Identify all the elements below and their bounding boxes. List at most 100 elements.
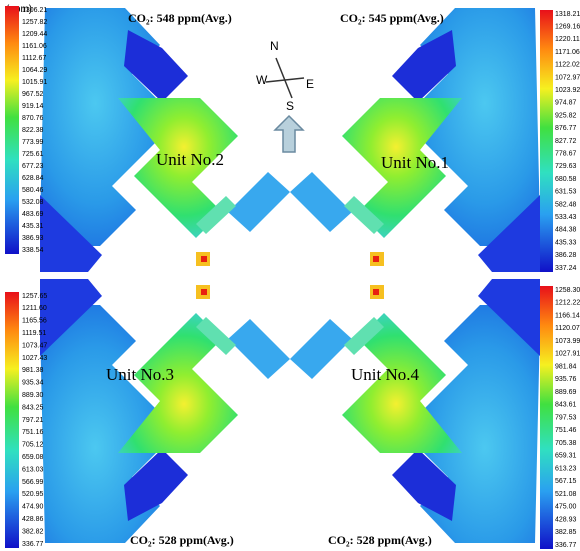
colorbar-tick-label: 935.76 [555,376,577,383]
colorbar-tick-label: 751.16 [22,429,44,436]
colorbar-tick-label: 1171.06 [555,49,580,56]
colorbar-tick-label: 827.72 [555,138,577,145]
unit-label: Unit No.4 [351,365,420,384]
colorbar-tick-label: 1112.67 [22,55,46,62]
colorbar-tick-label: 566.99 [22,479,44,486]
colorbar-tick-label: 935.34 [22,380,44,387]
colorbar-tick-label: 1119.51 [22,330,46,337]
colorbar [540,286,553,549]
colorbar [540,10,553,272]
colorbar-tick-label: 1220.11 [555,36,580,43]
colorbar-tick-label: 680.58 [555,176,577,183]
colorbar-tick-label: 843.61 [555,402,577,409]
colorbar-tick-label: 533.43 [555,214,577,221]
colorbar-tick-label: 1120.07 [555,325,580,332]
colorbar-tick-label: 870.76 [22,115,44,122]
colorbar-tick-label: 889.30 [22,392,44,399]
colorbar-tick-label: 628.84 [22,175,44,182]
colorbar-tick-label: 1073.99 [555,338,580,345]
colorbar-tick-label: 613.03 [22,466,44,473]
colorbar-tick-label: 822.38 [22,127,44,134]
colorbar-tick-label: 475.00 [555,504,577,511]
colorbar-tick-label: 484.38 [555,227,577,234]
colorbar-tick-label: 1027.91 [555,351,580,358]
colorbar-tick-label: 1023.92 [555,87,580,94]
unit-label: Unit No.1 [381,153,449,172]
colorbar-tick-label: 1165.56 [22,318,47,325]
figure: (ppm) N E S W 1306.211257.821209.441161.… [0,0,580,551]
colorbar-tick-label: 773.99 [22,139,44,146]
colorbar-tick-label: 428.86 [22,516,44,523]
colorbar-tick-label: 580.46 [22,187,44,194]
colorbar-tick-label: 925.82 [555,112,577,119]
colorbar-tick-label: 428.93 [555,516,577,523]
colorbar-tick-label: 1161.06 [22,43,47,50]
colorbar-tick-label: 1318.21 [555,11,580,18]
colorbar-tick-label: 1269.16 [555,24,580,31]
colorbar-tick-label: 725.61 [22,151,44,158]
colorbar-tick-label: 337.24 [555,265,577,272]
colorbar-tick-label: 797.53 [555,414,577,421]
colorbar-tick-label: 1209.44 [22,31,47,38]
colorbar-tick-label: 582.48 [555,201,577,208]
colorbar-tick-label: 1166.14 [555,312,580,319]
colorbar-tick-label: 1015.91 [22,79,47,86]
co2-average: CO₂: 528 ppm(Avg.) [130,533,234,547]
colorbar-tick-label: 889.69 [555,389,577,396]
colorbar-tick-label: 382.82 [22,528,44,535]
colorbar-tick-label: 1122.02 [555,62,580,69]
colorbar-tick-label: 729.63 [555,163,577,170]
colorbar-tick-label: 705.38 [555,440,577,447]
colorbar-tick-label: 567.15 [555,478,577,485]
colorbar-tick-label: 705.12 [22,442,44,449]
co2-average: CO₂: 528 ppm(Avg.) [328,533,432,547]
colorbar-tick-label: 435.33 [555,239,577,246]
colorbar-tick-label: 974.87 [555,100,577,107]
colorbar [5,292,19,548]
co2-average: CO₂: 545 ppm(Avg.) [340,11,444,25]
colorbar-tick-label: 981.38 [22,367,44,374]
colorbar-tick-label: 778.67 [555,151,577,158]
colorbar-tick-label: 1212.22 [555,300,580,307]
unit-contour [40,8,290,272]
colorbar-tick-label: 521.08 [555,491,577,498]
colorbar-tick-label: 338.54 [22,247,44,254]
unit-label: Unit No.3 [106,365,174,384]
compass-line [276,58,292,98]
compass-n: N [270,39,279,53]
colorbar-tick-label: 1257.82 [22,19,47,26]
colorbar-tick-label: 967.52 [22,91,44,98]
colorbar-tick-label: 631.53 [555,189,577,196]
colorbar-tick-label: 751.46 [555,427,577,434]
compass-e: E [306,77,314,91]
colorbar-tick-label: 474.90 [22,504,44,511]
colorbar-tick-label: 981.84 [555,363,577,370]
unit-label: Unit No.2 [156,150,224,169]
colorbar-tick-label: 1027.43 [22,355,47,362]
colorbar-tick-label: 1211.60 [22,305,47,312]
colorbar-tick-label: 797.21 [22,417,44,424]
colorbar-tick-label: 1257.65 [22,293,47,300]
colorbar-tick-label: 677.23 [22,163,44,170]
colorbar-tick-label: 532.08 [22,199,44,206]
colorbar-tick-label: 1073.47 [22,342,47,349]
colorbar-tick-label: 659.31 [555,453,577,460]
colorbar-tick-label: 520.95 [22,491,44,498]
colorbar-tick-label: 386.93 [22,235,44,242]
compass-w: W [256,73,268,87]
unit-contour [40,279,290,543]
colorbar-tick-label: 1258.30 [555,287,580,294]
colorbar-tick-label: 386.28 [555,252,577,259]
colorbar [5,6,19,254]
co2-average: CO₂: 548 ppm(Avg.) [128,11,232,25]
colorbar-tick-label: 1072.97 [555,74,580,81]
colorbar-tick-label: 659.08 [22,454,44,461]
unit-contour [290,8,540,272]
colorbar-tick-label: 876.77 [555,125,577,132]
colorbar-tick-label: 336.77 [22,541,44,548]
compass: N E S W [256,39,314,152]
colorbar-tick-label: 336.77 [555,542,577,549]
colorbar-tick-label: 435.31 [22,223,44,230]
colorbar-tick-label: 613.23 [555,465,577,472]
compass-s: S [286,99,294,113]
